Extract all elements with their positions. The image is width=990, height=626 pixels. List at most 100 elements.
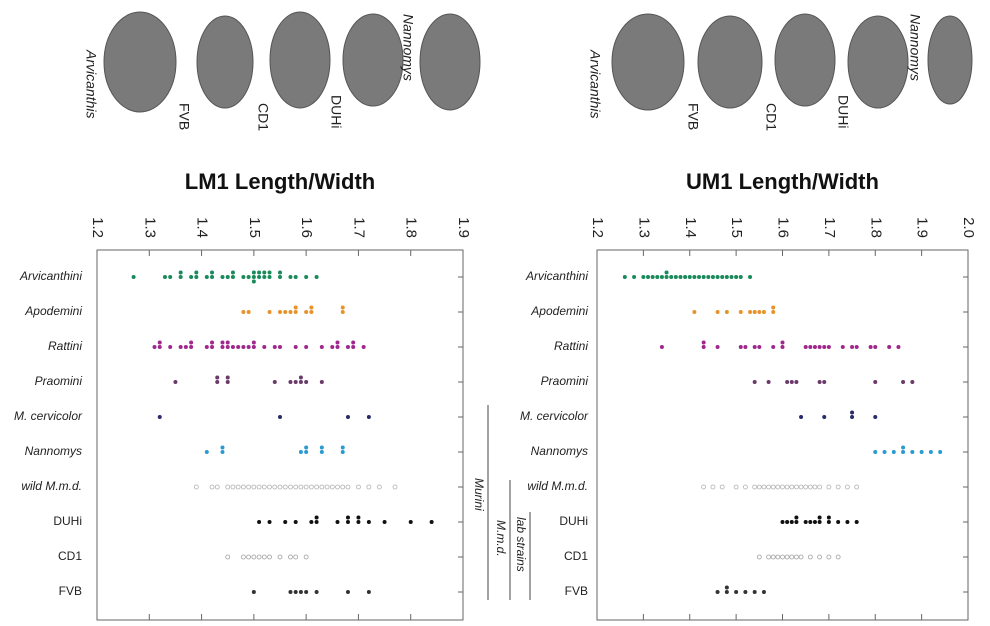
row-label: DUHi [53,514,82,528]
dot [697,275,702,279]
dot [261,554,267,560]
dot [910,380,915,384]
dot [293,484,299,490]
dot [209,484,215,490]
dot [288,380,293,384]
dot [261,484,267,490]
dot [854,345,859,349]
dot [215,380,220,384]
dot [798,554,804,560]
dot [775,554,781,560]
dot [794,484,799,490]
dot [251,345,256,349]
dot [817,345,822,349]
dot [251,270,256,275]
dot [817,554,822,560]
dot [887,345,892,349]
dot [220,450,225,454]
dot [267,270,272,275]
dot [789,380,794,384]
x-tick-label: 1.7 [350,217,367,238]
row-label: Praomini [35,374,83,388]
dot [738,345,743,349]
dot [319,484,325,490]
tooth-label: Nannomys [400,14,416,81]
row-label: Rattini [554,339,588,353]
row-label: Nannomys [531,444,588,458]
dot [298,590,303,594]
row-label: Rattini [48,339,82,353]
dot [303,484,309,490]
dot [283,310,288,314]
dot [298,484,304,490]
dot [230,275,235,279]
row-label: Nannomys [25,444,82,458]
dot [256,554,262,560]
x-tick-label: 2.0 [960,217,977,238]
dot [293,520,298,524]
dot [225,340,230,345]
dot [850,415,855,419]
dot [314,520,319,524]
dot [822,345,827,349]
dot [356,520,361,524]
dot [324,484,330,490]
dot [738,275,743,279]
dot [706,275,711,279]
dot [807,554,813,560]
row-label: M. cervicolor [14,409,83,423]
dot [835,554,841,560]
dot [330,345,335,349]
group-label: lab strains [514,517,528,572]
group-brackets [487,405,531,600]
dot [288,275,293,279]
dot [240,554,246,560]
dot [309,310,314,314]
dot [210,340,215,345]
tooth [847,15,909,109]
dot [361,345,366,349]
dot [225,275,230,279]
dot [319,445,324,450]
dot [241,275,246,279]
dot [812,520,817,524]
dot [799,415,804,419]
x-tick-label: 1.2 [589,217,606,238]
dot [817,520,822,524]
dot [340,445,345,450]
dot [257,270,262,275]
dot [345,590,350,594]
dot [288,590,293,594]
dot [882,450,887,454]
dot [214,484,220,490]
dot [789,520,794,524]
tooth-images [103,11,973,113]
x-tick-label: 1.2 [89,217,106,238]
dot [757,310,762,314]
row-label: wild M.m.d. [527,479,588,493]
x-tick-label: 1.5 [246,217,263,238]
dot [340,450,345,454]
dot [189,340,194,345]
dot [272,380,277,384]
dot [771,310,776,314]
dot [850,345,855,349]
x-tick-label: 1.4 [194,217,211,238]
dot [826,520,831,524]
tooth [927,15,973,105]
dot [298,450,303,454]
dot [189,275,194,279]
dot [408,520,413,524]
dot [345,515,350,520]
dot [215,375,220,380]
dot [293,380,298,384]
dot [183,345,188,349]
dot [335,484,340,490]
dot [157,345,162,349]
dot [771,305,776,310]
dot [868,345,873,349]
dot [901,445,906,450]
row-label: Arvicanthini [19,269,82,283]
dot [246,345,251,349]
dot [304,445,309,450]
